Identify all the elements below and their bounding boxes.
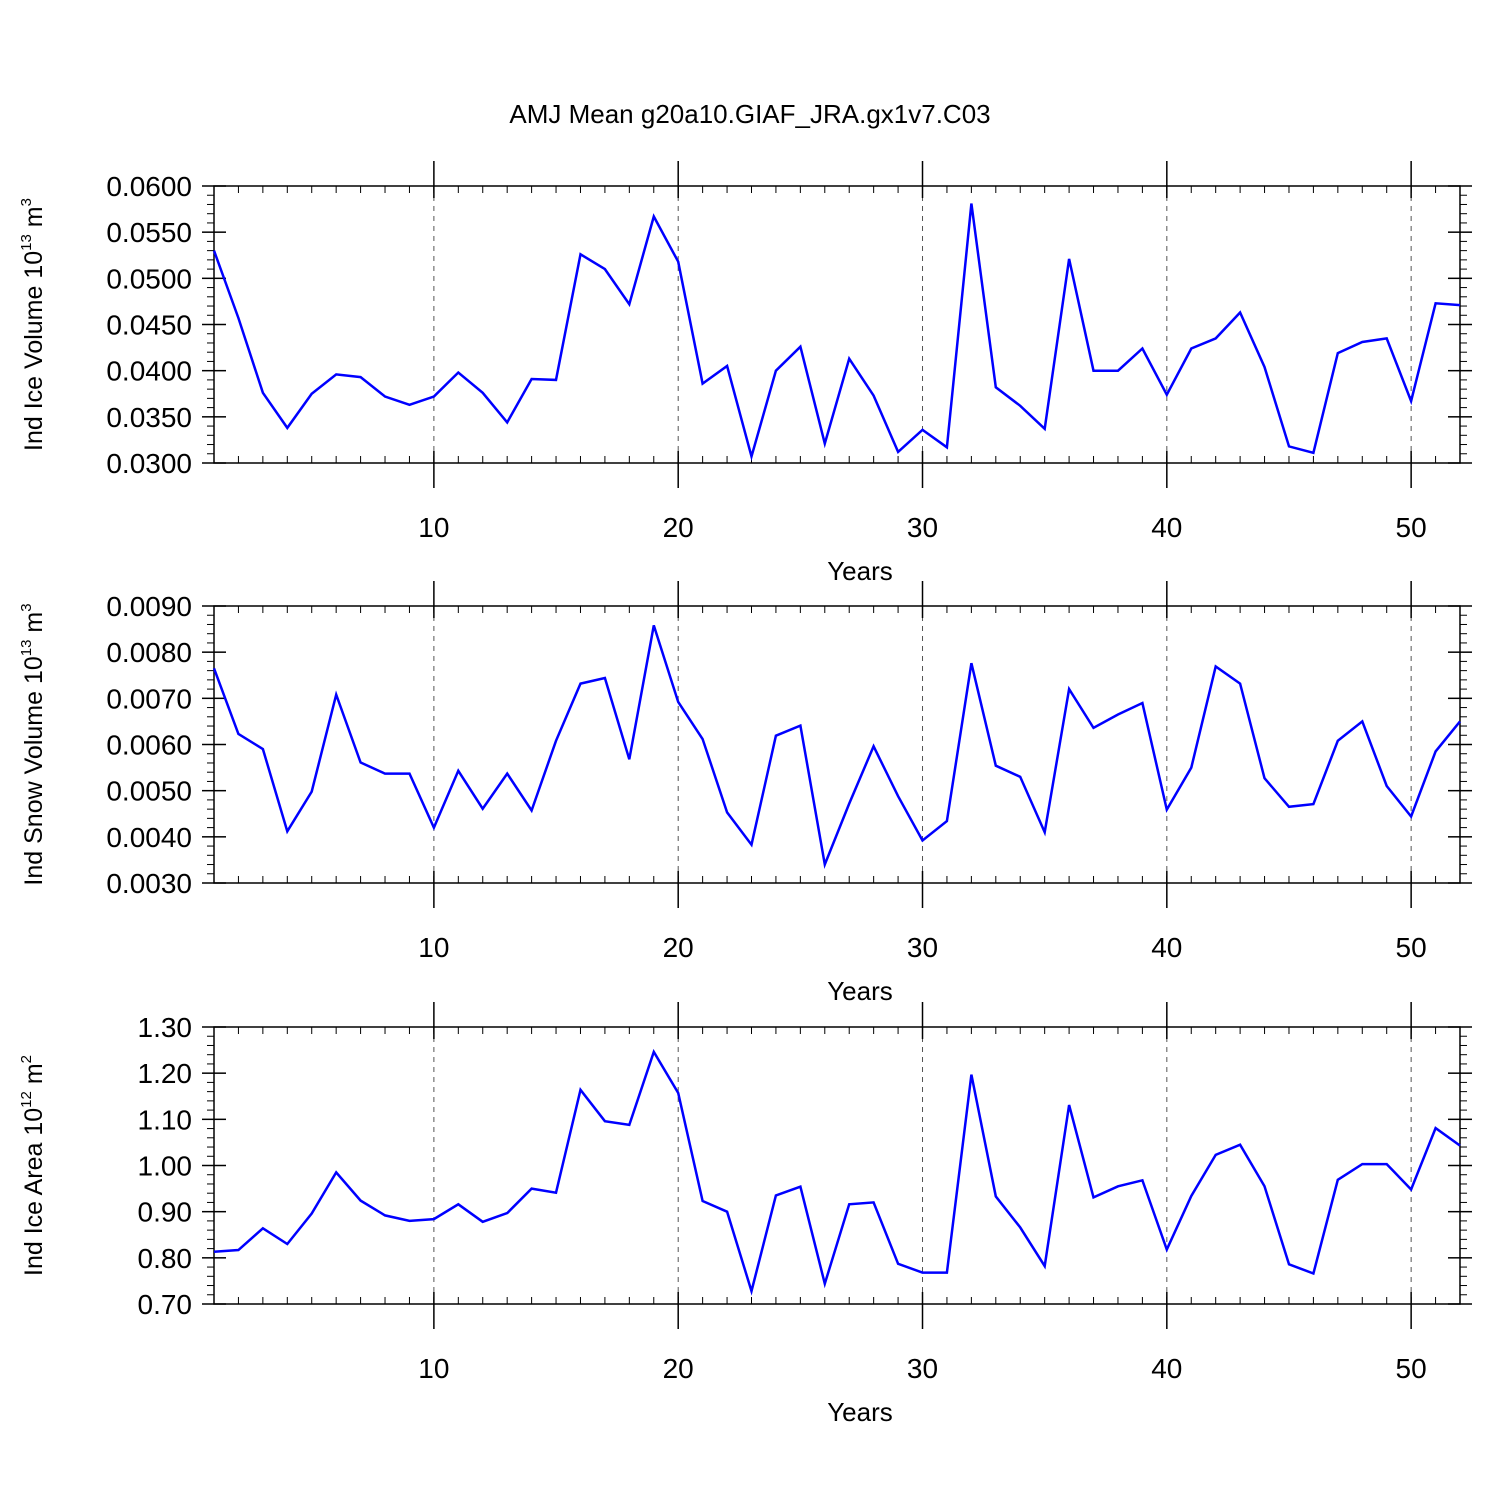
x-axis-label: Years: [827, 976, 893, 1006]
x-tick-label: 40: [1151, 932, 1182, 963]
series-line-ice-area: [213, 1048, 1461, 1296]
x-tick-label: 20: [663, 932, 694, 963]
x-tick-label: 10: [418, 1353, 449, 1384]
panel-ice-area: 10 20 30 40 50 0.70 0.80 0.90 1.00 1.10 1.20 1.30 Ye…: [18, 1002, 1472, 1427]
x-tick-label: 40: [1151, 512, 1182, 543]
x-axis-label: Years: [827, 556, 893, 586]
y-tick-label: 0.0400: [106, 356, 192, 387]
x-tick-label: 30: [907, 932, 938, 963]
x-tick-label: 50: [1396, 932, 1427, 963]
plot-frame: [213, 185, 1461, 464]
y-tick-label: 0.90: [138, 1197, 193, 1228]
x-tick-label: 50: [1396, 1353, 1427, 1384]
y-tick-label: 1.30: [138, 1012, 193, 1043]
x-tick-label: 10: [418, 512, 449, 543]
x-tick-label: 40: [1151, 1353, 1182, 1384]
y-axis-label: Ind Ice Area 1012 m2: [18, 1055, 48, 1276]
x-tick-label: 20: [663, 1353, 694, 1384]
series-line-ice-volume: [212, 203, 1461, 462]
y-tick-label: 0.0040: [106, 822, 192, 853]
panels: 10 20 30 40 50 0.0300 0.0350 0.0400 0.0450 0.0500…: [18, 161, 1472, 1427]
y-tick-label: 0.0500: [106, 263, 192, 294]
plot-frame: [213, 1026, 1461, 1305]
x-axis-label: Years: [827, 1397, 893, 1427]
y-tick-label: 0.80: [138, 1243, 193, 1274]
y-tick-label: 0.0050: [106, 776, 192, 807]
chart-title: AMJ Mean g20a10.GIAF_JRA.gx1v7.C03: [509, 99, 990, 129]
y-tick-label: 0.0080: [106, 637, 192, 668]
y-tick-label: 0.0090: [106, 591, 192, 622]
y-tick-label: 0.0060: [106, 730, 192, 761]
y-tick-label: 0.0550: [106, 217, 192, 248]
x-tick-label: 20: [663, 512, 694, 543]
plot-frame: [213, 605, 1461, 884]
panel-ice-volume: 10 20 30 40 50 0.0300 0.0350 0.0400 0.0450 0.0500…: [18, 161, 1472, 586]
y-tick-label: 0.70: [138, 1289, 193, 1320]
y-axis-label: Ind Ice Volume 1013 m3: [18, 198, 48, 451]
x-tick-label: 30: [907, 1353, 938, 1384]
x-tick-label: 50: [1396, 512, 1427, 543]
y-tick-label: 0.0450: [106, 310, 192, 341]
y-tick-label: 0.0030: [106, 868, 192, 899]
x-tick-label: 10: [418, 932, 449, 963]
x-tick-label: 30: [907, 512, 938, 543]
y-tick-label: 0.0350: [106, 402, 192, 433]
series-line-snow-volume: [212, 625, 1461, 870]
y-tick-label: 0.0600: [106, 171, 192, 202]
y-tick-label: 1.10: [138, 1104, 193, 1135]
panel-snow-volume: 10 20 30 40 50 0.0030 0.0040 0.0050 0.0060 0.0070…: [18, 581, 1472, 1006]
y-tick-label: 0.0300: [106, 448, 192, 479]
y-tick-label: 1.00: [138, 1151, 193, 1182]
y-tick-label: 0.0070: [106, 683, 192, 714]
y-tick-label: 1.20: [138, 1058, 193, 1089]
y-axis-label: Ind Snow Volume 1013 m3: [18, 603, 48, 885]
